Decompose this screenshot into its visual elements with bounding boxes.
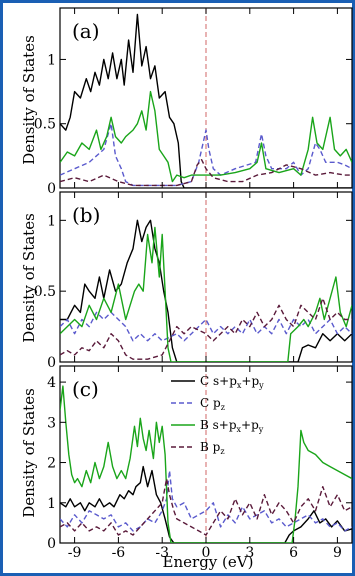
y-tick-label-a-0: 0: [47, 181, 56, 197]
x-tick-label-0: -9: [68, 545, 82, 561]
y-tick-label-a-2: 1: [47, 52, 56, 68]
series-b-spxpy-c: [60, 385, 352, 543]
panel-b: 0 0.5 1 (b): [34, 191, 353, 371]
x-tick-label-5: 6: [289, 545, 298, 561]
y-tick-label-b-2: 1: [47, 213, 56, 229]
panel-c: 0 1 2 3 4 -9 -6 -3 0 3 6 9 (c): [47, 365, 353, 561]
series-c-pz-a: [60, 123, 352, 187]
x-tick-label-4: 3: [245, 545, 254, 561]
y-axis-label-a: Density of States: [20, 35, 38, 165]
series-c-pz-c: [60, 469, 352, 532]
series-b-pz-b: [60, 297, 352, 360]
y-tick-label-b-1: 0.5: [34, 284, 56, 300]
y-tick-label-c-3: 3: [47, 415, 56, 431]
legend: C s+px+py C pz B s+px+py B pz: [171, 374, 264, 456]
x-tick-label-2: -3: [155, 545, 169, 561]
panel-label-c: (c): [72, 377, 99, 401]
series-c-spxpy-b: [60, 219, 352, 362]
y-tick-label-b-0: 0: [47, 355, 56, 371]
y-tick-label-a-1: 0.5: [34, 117, 56, 133]
legend-label-b-pz: B pz: [200, 440, 225, 456]
legend-label-b-spxpy: B s+px+py: [200, 418, 264, 434]
panels-group: 0 0.5 1 (a) 0 0.5 1 (b) 0 1 2 3 4 -9 -6 -3 0 3 6 9 (c): [34, 7, 353, 561]
y-axis-label-b: Density of States: [20, 213, 38, 343]
panel-a: 0 0.5 1 (a): [34, 7, 353, 197]
y-tick-label-c-0: 0: [47, 536, 56, 552]
x-tick-label-1: -6: [112, 545, 126, 561]
series-b-pz-a: [60, 159, 352, 187]
y-axis-label-c: Density of States: [20, 388, 38, 518]
series-b-spxpy-b: [60, 226, 352, 362]
legend-label-c-pz: C pz: [200, 396, 225, 412]
series-c-spxpy-a: [60, 13, 352, 188]
x-axis-label: Energy (eV): [163, 553, 254, 571]
x-tick-label-6: 9: [333, 545, 342, 561]
panel-label-b: (b): [72, 203, 100, 227]
series-b-pz-c: [60, 477, 352, 536]
x-tick-label-3: 0: [202, 545, 211, 561]
y-tick-label-c-4: 4: [47, 375, 56, 391]
legend-label-c-spxpy: C s+px+py: [200, 374, 264, 390]
panel-label-a: (a): [72, 19, 100, 43]
y-tick-label-c-2: 2: [47, 456, 56, 472]
series-b-spxpy-a: [60, 90, 352, 183]
y-tick-label-c-1: 1: [47, 496, 56, 512]
